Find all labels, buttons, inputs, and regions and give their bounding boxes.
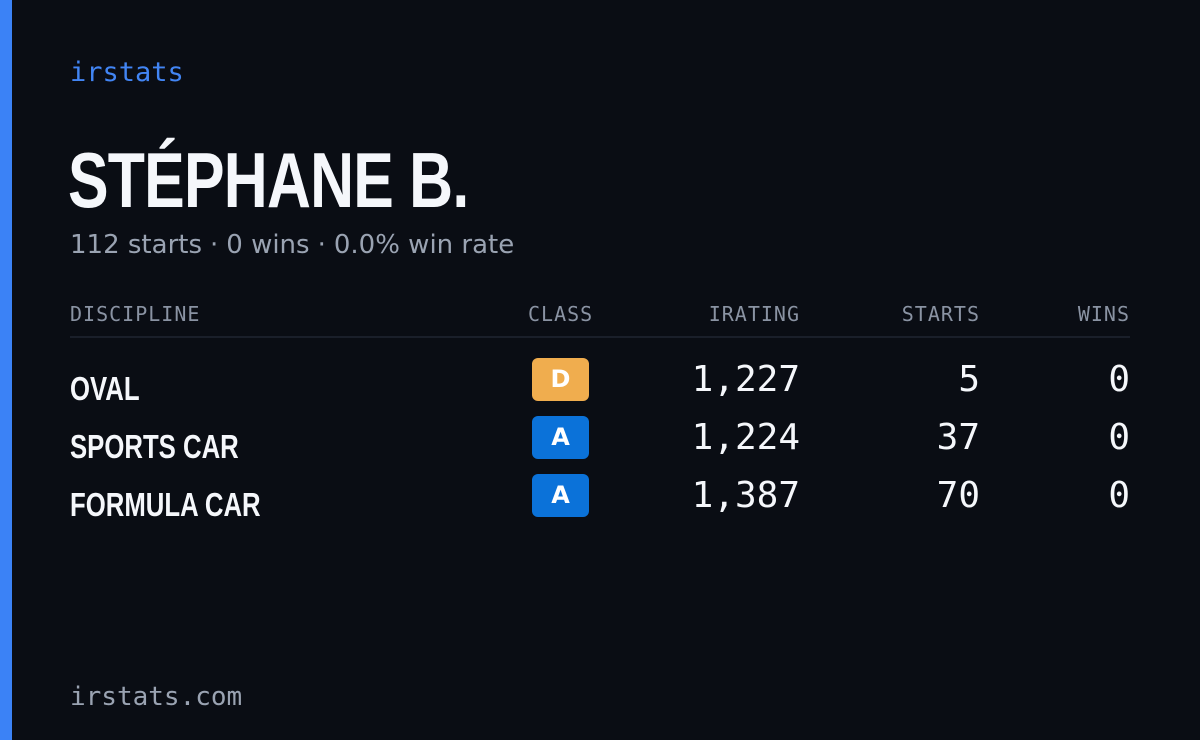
discipline-name: OVAL <box>70 370 140 407</box>
wins-value: 0 <box>1108 417 1130 458</box>
license-class-badge: D <box>532 358 589 401</box>
header-irating: IRATING <box>708 302 800 326</box>
header-class: CLASS <box>528 302 594 326</box>
stats-table: DISCIPLINE CLASS IRATING STARTS WINS OVA… <box>70 296 1130 526</box>
wins-value: 0 <box>1108 475 1130 516</box>
license-class-badge: A <box>532 474 589 517</box>
wins-value: 0 <box>1108 359 1130 400</box>
header-discipline: DISCIPLINE <box>70 302 201 326</box>
discipline-name: FORMULA CAR <box>70 486 261 523</box>
table-body: OVAL D 1,227 5 0 SPORTS CAR A 1,224 37 0… <box>70 338 1130 526</box>
irating-value: 1,224 <box>691 417 800 458</box>
header-wins: WINS <box>1077 302 1130 326</box>
table-header: DISCIPLINE CLASS IRATING STARTS WINS <box>70 296 1130 338</box>
wins-summary: 0 wins <box>226 230 310 260</box>
driver-summary: 112 starts · 0 wins · 0.0% win rate <box>70 228 514 262</box>
license-class-badge: A <box>532 416 589 459</box>
discipline-name: SPORTS CAR <box>70 428 239 465</box>
irating-value: 1,387 <box>691 475 800 516</box>
starts-value: 5 <box>958 359 980 400</box>
irating-value: 1,227 <box>691 359 800 400</box>
footer-url[interactable]: irstats.com <box>70 682 243 712</box>
header-starts: STARTS <box>901 302 980 326</box>
accent-bar <box>0 0 12 740</box>
starts-value: 70 <box>936 475 980 516</box>
separator-dot: · <box>317 230 326 260</box>
driver-name: STÉPHANE B. <box>68 136 469 224</box>
starts-summary: 112 starts <box>70 230 202 260</box>
brand-logo-text: irstats <box>70 57 184 88</box>
win-rate-summary: 0.0% win rate <box>333 230 515 260</box>
table-row: FORMULA CAR A 1,387 70 0 <box>70 468 1130 526</box>
separator-dot: · <box>210 230 219 260</box>
table-row: OVAL D 1,227 5 0 <box>70 352 1130 410</box>
table-row: SPORTS CAR A 1,224 37 0 <box>70 410 1130 468</box>
starts-value: 37 <box>936 417 980 458</box>
